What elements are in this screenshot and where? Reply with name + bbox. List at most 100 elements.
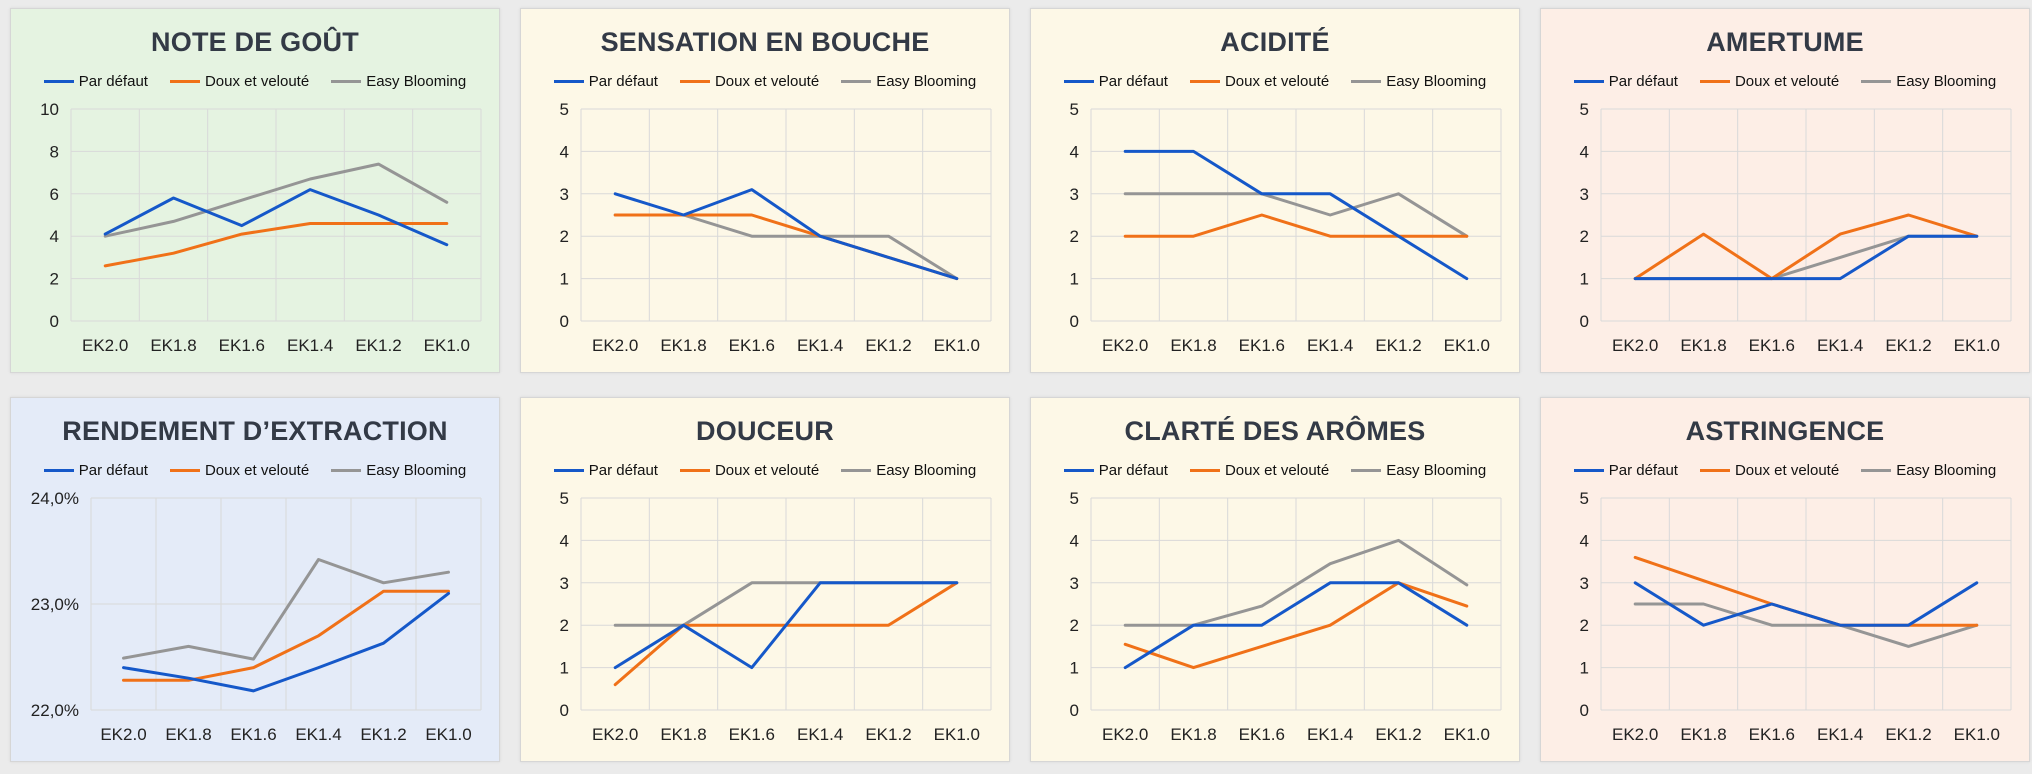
x-tick-label: EK2.0 bbox=[82, 336, 128, 355]
legend-swatch bbox=[1699, 469, 1730, 472]
y-tick-label: 0 bbox=[1580, 312, 1589, 331]
y-tick-label: 5 bbox=[1580, 100, 1589, 119]
legend-swatch bbox=[1351, 469, 1382, 472]
chart-plot: 0 1 2 3 4 5 EK2.0 EK1.8 EK1.6 EK1.4 EK1.2 EK1.0 bbox=[560, 100, 992, 355]
series-line-doux-et-veloute bbox=[122, 589, 450, 682]
x-tick-label: EK1.6 bbox=[219, 336, 265, 355]
y-tick-label: 0 bbox=[1070, 701, 1079, 720]
x-tick-label: EK1.0 bbox=[934, 336, 980, 355]
legend-item: Doux et velouté bbox=[679, 462, 819, 479]
series-line-doux-et-veloute bbox=[1123, 213, 1469, 238]
y-tick-label: 0 bbox=[560, 312, 569, 331]
legend-label: Doux et velouté bbox=[1224, 462, 1330, 479]
chart-panel-astringence: ASTRINGENCE Par défaut Doux et velouté Easy… bbox=[1540, 397, 2030, 762]
y-tick-label: 4 bbox=[50, 227, 59, 246]
chart-plot: 0 1 2 3 4 5 EK2.0 EK1.8 EK1.6 EK1.4 EK1.2 EK1.0 bbox=[1070, 489, 1502, 744]
legend-label: Doux et velouté bbox=[714, 73, 820, 90]
legend-swatch bbox=[1063, 469, 1094, 472]
chart-plot: 0 1 2 3 4 5 EK2.0 EK1.8 EK1.6 EK1.4 EK1.2 EK1.0 bbox=[560, 489, 992, 744]
chart-title: CLARTÉ DES ARÔMES bbox=[1124, 416, 1426, 446]
y-tick-label: 4 bbox=[1070, 142, 1079, 161]
legend-item: Doux et velouté bbox=[169, 73, 310, 90]
legend-swatch bbox=[1861, 469, 1892, 472]
x-tick-label: EK1.2 bbox=[355, 336, 401, 355]
x-tick-label: EK2.0 bbox=[1612, 725, 1658, 744]
series-line-par-defaut bbox=[103, 188, 449, 247]
legend-swatch bbox=[679, 80, 710, 83]
x-tick-label: EK1.4 bbox=[797, 725, 843, 744]
legend-label: Par défaut bbox=[588, 73, 658, 90]
y-tick-label: 2 bbox=[1580, 616, 1589, 635]
legend-label: Doux et velouté bbox=[1224, 73, 1330, 90]
series-line-easy-blooming bbox=[122, 558, 450, 661]
legend-label: Doux et velouté bbox=[204, 73, 310, 90]
chart-title: AMERTUME bbox=[1706, 27, 1864, 57]
y-tick-label: 22,0% bbox=[31, 701, 79, 720]
x-tick-label: EK1.2 bbox=[865, 336, 911, 355]
legend-label: Doux et velouté bbox=[204, 462, 310, 479]
series-line-par-defaut bbox=[1633, 581, 1979, 627]
series-line-doux-et-veloute bbox=[103, 222, 449, 268]
chart-plot: 0 1 2 3 4 5 EK2.0 EK1.8 EK1.6 EK1.4 EK1.2 EK1.0 bbox=[1580, 100, 2012, 355]
y-tick-label: 4 bbox=[560, 531, 569, 550]
legend-swatch bbox=[841, 80, 872, 83]
legend-swatch bbox=[331, 469, 362, 472]
x-tick-label: EK2.0 bbox=[1612, 336, 1658, 355]
x-tick-label: EK1.4 bbox=[797, 336, 843, 355]
legend-swatch bbox=[1351, 80, 1382, 83]
legend-label: Par défaut bbox=[1608, 73, 1678, 90]
legend-item: Par défaut bbox=[43, 73, 148, 90]
x-tick-label: EK1.6 bbox=[729, 725, 775, 744]
x-tick-label: EK1.2 bbox=[1885, 725, 1931, 744]
y-tick-label: 3 bbox=[1580, 574, 1589, 593]
y-tick-label: 4 bbox=[1070, 531, 1079, 550]
chart-title: DOUCEUR bbox=[696, 416, 834, 446]
x-tick-label: EK1.2 bbox=[1375, 336, 1421, 355]
legend-label: Easy Blooming bbox=[1896, 462, 1997, 479]
x-tick-label: EK1.0 bbox=[934, 725, 980, 744]
y-tick-label: 1 bbox=[1070, 659, 1079, 678]
legend-item: Doux et velouté bbox=[679, 73, 820, 90]
y-tick-label: 1 bbox=[1070, 270, 1079, 289]
x-tick-label: EK1.0 bbox=[424, 336, 470, 355]
x-tick-label: EK1.8 bbox=[1170, 336, 1216, 355]
legend-item: Easy Blooming bbox=[1351, 462, 1486, 479]
y-tick-label: 5 bbox=[560, 100, 569, 119]
y-tick-label: 0 bbox=[1580, 701, 1589, 720]
x-tick-label: EK1.8 bbox=[1170, 725, 1216, 744]
y-tick-label: 5 bbox=[560, 489, 569, 508]
legend-item: Par défaut bbox=[1573, 462, 1678, 479]
x-tick-label: EK1.6 bbox=[729, 336, 775, 355]
y-tick-label: 1 bbox=[560, 270, 569, 289]
y-tick-label: 1 bbox=[1580, 659, 1589, 678]
chart-legend: Par défaut Doux et velouté Easy Blooming bbox=[11, 462, 499, 479]
y-tick-label: 8 bbox=[50, 142, 59, 161]
chart-legend: Par défaut Doux et velouté Easy Blooming bbox=[521, 73, 1009, 90]
chart-plot: 0 2 4 6 8 10 EK2.0 EK1.8 EK1.6 EK1.4 EK1.2 EK1.0 bbox=[40, 100, 482, 355]
y-tick-label: 3 bbox=[1580, 185, 1589, 204]
legend-swatch bbox=[1189, 469, 1220, 472]
y-tick-label: 4 bbox=[1580, 531, 1589, 550]
legend-swatch bbox=[43, 80, 74, 83]
chart-legend: Par défaut Doux et velouté Easy Blooming bbox=[1031, 462, 1519, 479]
legend-label: Par défaut bbox=[1098, 462, 1168, 479]
chart-panel-clarte-des-aromes: CLARTÉ DES ARÔMES Par défaut Doux et velou… bbox=[1030, 397, 1520, 762]
chart-legend: Par défaut Doux et velouté Easy Blooming bbox=[11, 73, 499, 90]
chart-title: RENDEMENT D’EXTRACTION bbox=[62, 416, 448, 446]
chart-legend: Par défaut Doux et velouté Easy Blooming bbox=[1031, 73, 1519, 90]
x-tick-label: EK1.8 bbox=[660, 725, 706, 744]
y-tick-label: 2 bbox=[1070, 616, 1079, 635]
x-tick-label: EK1.8 bbox=[1680, 336, 1726, 355]
chart-panel-acidite: ACIDITÉ Par défaut Doux et velouté Easy Blo… bbox=[1030, 8, 1520, 373]
y-tick-label: 3 bbox=[1070, 185, 1079, 204]
y-tick-label: 2 bbox=[560, 227, 569, 246]
legend-label: Par défaut bbox=[1098, 73, 1168, 90]
series-line-par-defaut bbox=[1633, 234, 1979, 281]
legend-label: Easy Blooming bbox=[876, 462, 977, 479]
x-tick-label: EK1.2 bbox=[1375, 725, 1421, 744]
x-tick-label: EK1.6 bbox=[1749, 725, 1795, 744]
y-tick-label: 0 bbox=[50, 312, 59, 331]
y-tick-label: 3 bbox=[1070, 574, 1079, 593]
chart-title: ACIDITÉ bbox=[1220, 27, 1330, 57]
legend-swatch bbox=[679, 469, 710, 472]
